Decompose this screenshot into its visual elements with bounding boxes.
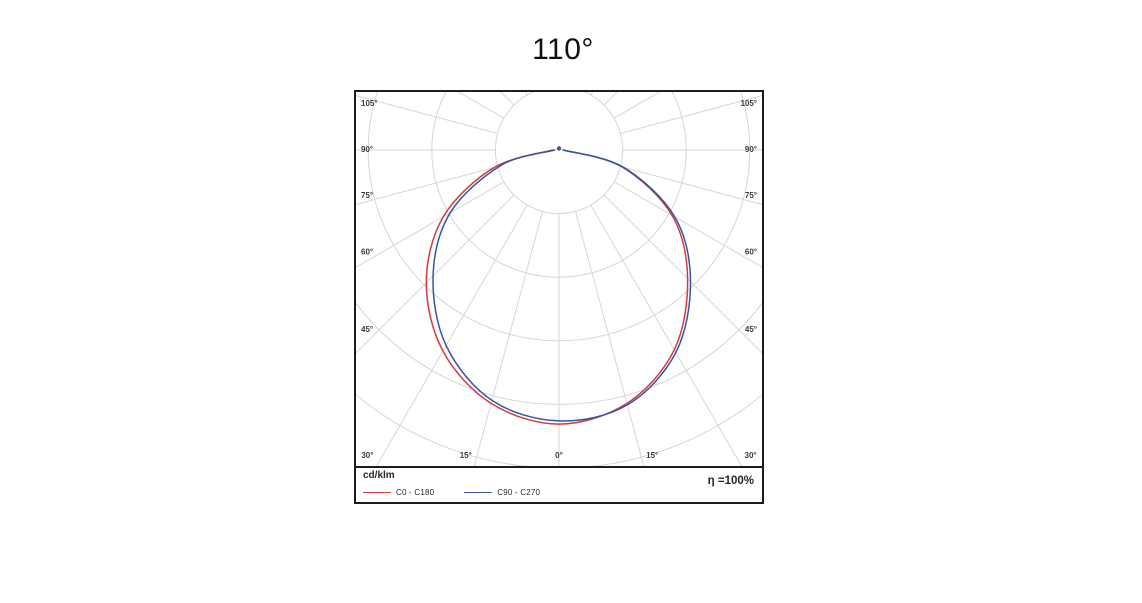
angle-tick-label: 60° [745, 247, 757, 256]
grid-ray [575, 211, 645, 467]
efficiency-label: η =100% [707, 475, 754, 487]
series-label-c0-c180: C0 - C180 [396, 487, 435, 497]
grid-ray [620, 94, 763, 134]
angle-tick-label: 105° [740, 99, 757, 108]
legend-items: C0 - C180 C90 - C270 [363, 485, 540, 499]
grid-ray [499, 91, 515, 106]
angle-tick-label: 15° [460, 451, 472, 460]
grid-ring [494, 91, 624, 215]
series-curve-c90-c270 [432, 149, 692, 422]
angle-tick-label: 60° [361, 247, 373, 256]
grid-ray [613, 181, 763, 269]
angle-tick-label: 90° [361, 145, 373, 154]
chart-title: 110° [532, 33, 594, 66]
grid-ray [355, 181, 505, 269]
grid-ray [590, 204, 743, 467]
grid-ray [620, 166, 763, 206]
angle-tick-label: 105° [361, 99, 378, 108]
origin-marker [556, 146, 562, 151]
angle-tick-label: 75° [745, 191, 757, 200]
series-swatch-c0-c180 [363, 491, 391, 493]
grid-ray [355, 194, 515, 355]
angle-tick-label: 45° [745, 325, 757, 334]
polar-intensity-chart: 0° 15° 15° 30° 30° 45° 45° 60° 60° 75° 75° 90° 90° 10… [354, 90, 764, 504]
series-curve-c0-c180 [425, 149, 689, 425]
grid-ray [473, 211, 543, 467]
angle-tick-label: 30° [745, 451, 757, 460]
angle-tick-label: 30° [361, 451, 373, 460]
angle-tick-label: 45° [361, 325, 373, 334]
grid-ray [355, 166, 498, 206]
series-label-c90-c270: C90 - C270 [497, 487, 541, 497]
unit-label: cd/klm [363, 470, 395, 481]
series-swatch-c90-c270 [464, 491, 493, 493]
angle-tick-label: 15° [646, 451, 658, 460]
grid-ray [375, 204, 528, 467]
angle-tick-label: 90° [745, 145, 757, 154]
angle-tick-label: 75° [361, 191, 373, 200]
grid-ray [355, 94, 498, 134]
polar-grid [355, 91, 763, 467]
grid-ray [603, 194, 763, 355]
polar-plot-area: 0° 15° 15° 30° 30° 45° 45° 60° 60° 75° 75° 90° 90° 10… [354, 90, 764, 468]
plot-frame [354, 90, 764, 468]
legend: cd/klm η =100% C0 - C180 C90 - C270 [354, 468, 764, 504]
angle-tick-label: 0° [555, 451, 563, 460]
